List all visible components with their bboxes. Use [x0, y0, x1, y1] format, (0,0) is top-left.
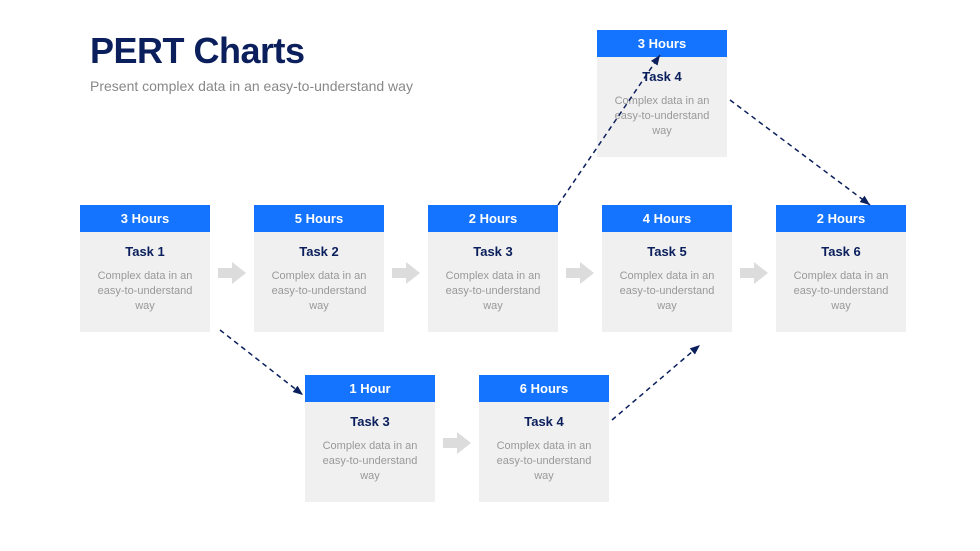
card-hours: 3 Hours	[80, 205, 210, 232]
card-desc: Complex data in an easy-to-understand wa…	[479, 435, 609, 502]
card-hours: 1 Hour	[305, 375, 435, 402]
card-desc: Complex data in an easy-to-understand wa…	[776, 265, 906, 332]
pert-card-r1c2: 5 HoursTask 2Complex data in an easy-to-…	[254, 205, 384, 332]
card-hours: 2 Hours	[428, 205, 558, 232]
pert-card-r1c1: 3 HoursTask 1Complex data in an easy-to-…	[80, 205, 210, 332]
card-hours: 4 Hours	[602, 205, 732, 232]
card-task: Task 6	[776, 232, 906, 265]
page-subtitle: Present complex data in an easy-to-under…	[90, 78, 413, 94]
arrowhead-icon	[293, 386, 306, 398]
pert-card-r1c3: 2 HoursTask 3Complex data in an easy-to-…	[428, 205, 558, 332]
card-task: Task 3	[305, 402, 435, 435]
pert-card-top: 3 HoursTask 4Complex data in an easy-to-…	[597, 30, 727, 157]
card-desc: Complex data in an easy-to-understand wa…	[254, 265, 384, 332]
arrow-right-icon	[218, 260, 244, 286]
dashed-connector	[220, 330, 303, 395]
pert-card-r1c5: 2 HoursTask 6Complex data in an easy-to-…	[776, 205, 906, 332]
dashed-connector	[612, 345, 700, 420]
card-desc: Complex data in an easy-to-understand wa…	[80, 265, 210, 332]
card-desc: Complex data in an easy-to-understand wa…	[428, 265, 558, 332]
card-desc: Complex data in an easy-to-understand wa…	[602, 265, 732, 332]
arrowhead-icon	[690, 342, 703, 355]
card-hours: 6 Hours	[479, 375, 609, 402]
card-task: Task 2	[254, 232, 384, 265]
pert-card-b2: 6 HoursTask 4Complex data in an easy-to-…	[479, 375, 609, 502]
page-title: PERT Charts	[90, 30, 305, 72]
arrow-right-icon	[443, 430, 469, 456]
arrow-right-icon	[740, 260, 766, 286]
pert-card-b1: 1 HourTask 3Complex data in an easy-to-u…	[305, 375, 435, 502]
arrow-right-icon	[566, 260, 592, 286]
card-task: Task 4	[597, 57, 727, 90]
card-desc: Complex data in an easy-to-understand wa…	[597, 90, 727, 157]
pert-card-r1c4: 4 HoursTask 5Complex data in an easy-to-…	[602, 205, 732, 332]
card-hours: 3 Hours	[597, 30, 727, 57]
card-task: Task 3	[428, 232, 558, 265]
card-desc: Complex data in an easy-to-understand wa…	[305, 435, 435, 502]
arrow-right-icon	[392, 260, 418, 286]
card-hours: 5 Hours	[254, 205, 384, 232]
card-task: Task 1	[80, 232, 210, 265]
dashed-connector	[730, 100, 870, 205]
card-task: Task 5	[602, 232, 732, 265]
card-task: Task 4	[479, 402, 609, 435]
card-hours: 2 Hours	[776, 205, 906, 232]
